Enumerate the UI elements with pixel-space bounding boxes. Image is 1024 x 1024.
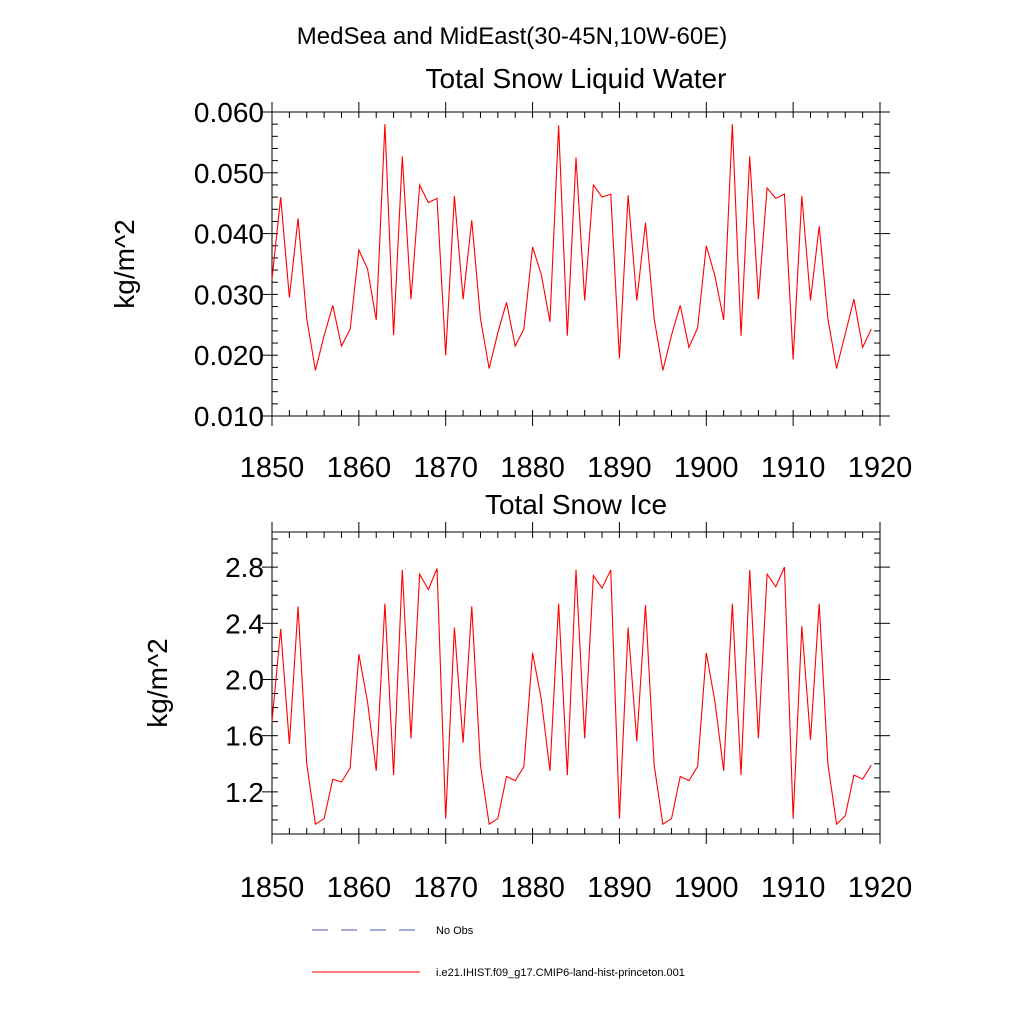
- x-tick-label: 1890: [587, 452, 652, 484]
- panel-snow-liquid-water: Total Snow Liquid Water 0.010 0.020 0.030 0.…: [109, 63, 912, 484]
- series-line: [271, 124, 872, 371]
- y-tick-label: 2.4: [225, 608, 264, 639]
- legend-obs-label: No Obs: [436, 925, 474, 937]
- y-tick-label: 0.020: [194, 340, 264, 371]
- series-line: [271, 566, 872, 826]
- x-tick-label: 1870: [413, 872, 478, 904]
- plot-frame: [271, 111, 881, 417]
- plot-frame: [271, 531, 881, 835]
- x-tick-label: 1850: [240, 452, 305, 484]
- y-tick-label: 0.060: [194, 97, 264, 128]
- y-tick-label: 1.6: [225, 721, 264, 752]
- panel-snow-ice: Total Snow Ice 1.2 1.6 2.0 2.4 2.8 1850 1860 187…: [142, 489, 912, 904]
- x-tick-label: 1890: [587, 872, 652, 904]
- x-tick-label: 1900: [674, 452, 739, 484]
- x-tick-label: 1860: [327, 872, 392, 904]
- x-tick-label: 1910: [761, 872, 826, 904]
- y-axis-label: kg/m^2: [142, 638, 173, 727]
- x-tick-label: 1900: [674, 872, 739, 904]
- legend: No Obs i.e21.IHIST.f09_g17.CMIP6-land-hi…: [312, 925, 685, 979]
- y-tick-label: 0.040: [194, 219, 264, 250]
- x-tick-label: 1860: [327, 452, 392, 484]
- y-tick-label: 1.2: [225, 777, 264, 808]
- y-axis-label: kg/m^2: [109, 219, 140, 308]
- y-tick-label: 2.8: [225, 552, 264, 583]
- y-tick-label: 0.010: [194, 401, 264, 432]
- x-tick-label: 1880: [500, 452, 565, 484]
- x-tick-label: 1870: [413, 452, 478, 484]
- x-tick-label: 1910: [761, 452, 826, 484]
- y-tick-label: 0.050: [194, 158, 264, 189]
- x-tick-label: 1850: [240, 872, 305, 904]
- legend-model-label: i.e21.IHIST.f09_g17.CMIP6-land-hist-prin…: [436, 967, 685, 979]
- y-tick-label: 0.030: [194, 279, 264, 310]
- panel-title: Total Snow Liquid Water: [426, 63, 727, 94]
- y-tick-label: 2.0: [225, 664, 264, 695]
- x-tick-label: 1920: [848, 872, 913, 904]
- figure-title: MedSea and MidEast(30-45N,10W-60E): [297, 23, 727, 50]
- x-tick-label: 1920: [848, 452, 913, 484]
- panel-title: Total Snow Ice: [485, 489, 667, 520]
- x-tick-label: 1880: [500, 872, 565, 904]
